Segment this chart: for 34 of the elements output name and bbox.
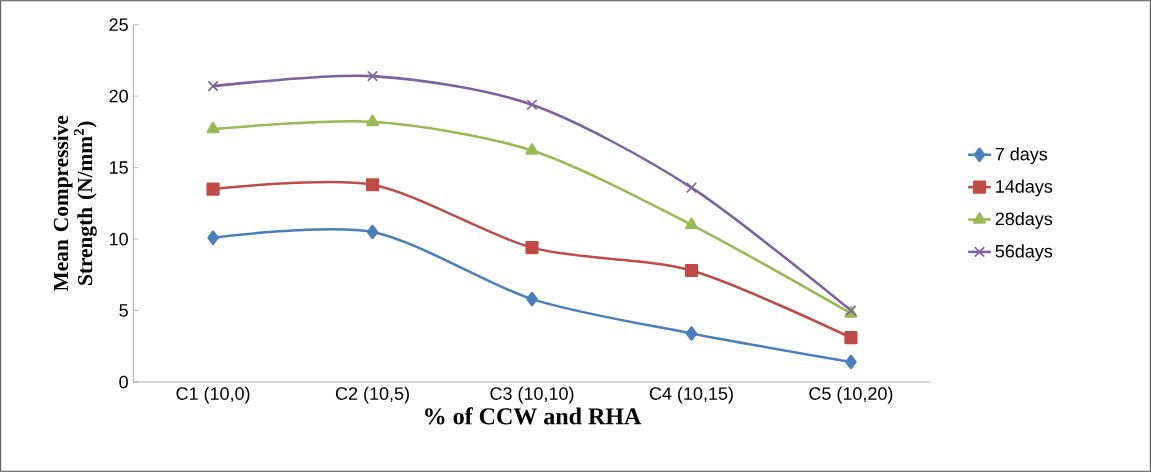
- point: [685, 326, 698, 341]
- point: [366, 224, 379, 240]
- point: [207, 230, 219, 245]
- point: [526, 291, 538, 307]
- point: [366, 114, 380, 127]
- point: [207, 80, 219, 92]
- point: [367, 70, 379, 82]
- point: [526, 99, 538, 111]
- point: [525, 241, 539, 255]
- y-tick-label: 10: [109, 232, 128, 246]
- y-tick-label: 15: [109, 161, 128, 174]
- legend-label: 56days: [995, 244, 1053, 262]
- point: [525, 143, 539, 155]
- point: [685, 182, 697, 194]
- x-tick-label: C3 (10,10): [490, 386, 574, 404]
- point: [684, 263, 699, 278]
- point: [365, 178, 380, 192]
- point: [685, 217, 698, 230]
- x-tick-label: C4 (10,15): [649, 386, 733, 404]
- y-tick-label: 0: [119, 375, 128, 389]
- legend-label: 7 days: [995, 147, 1048, 165]
- x-tick-label: C5 (10,20): [809, 386, 893, 404]
- y-tick-label: 5: [119, 304, 128, 317]
- point: [844, 331, 858, 345]
- y-tick-label: 25: [109, 18, 128, 32]
- point: [206, 182, 220, 196]
- y-tick-label: 20: [109, 89, 128, 103]
- x-axis-title: % of CCW and RHA: [425, 407, 642, 425]
- x-tick-label: C1 (10,0): [176, 386, 250, 404]
- point: [206, 121, 220, 134]
- legend-label: 28days: [995, 212, 1053, 229]
- x-tick-label: C2 (10,5): [335, 386, 409, 404]
- point: [845, 354, 857, 370]
- legend-label: 14days: [996, 179, 1053, 197]
